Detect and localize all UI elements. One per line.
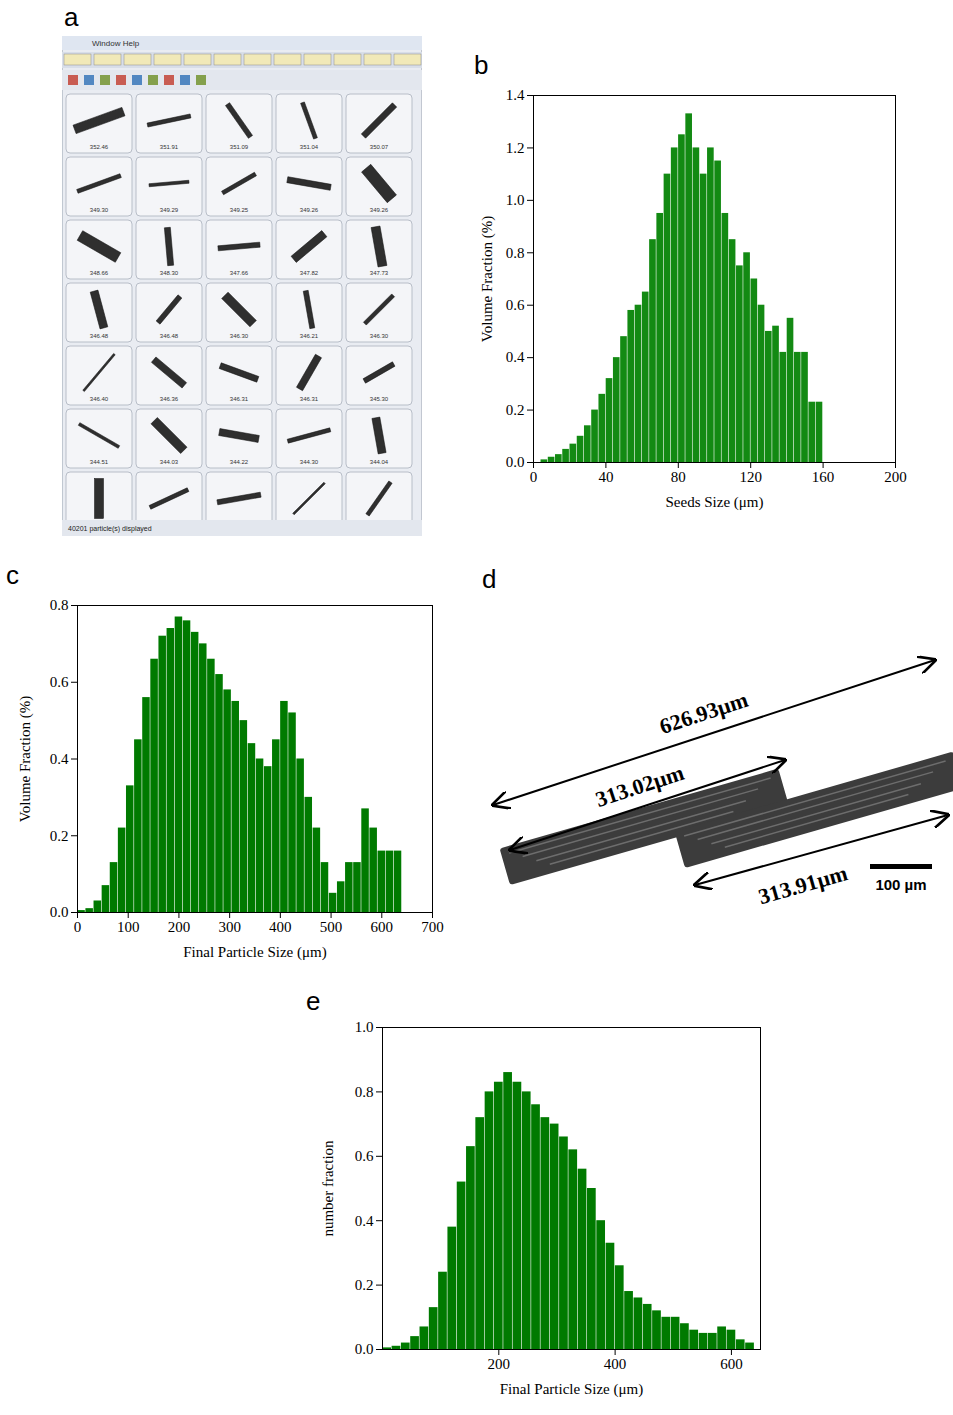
- svg-text:349.25: 349.25: [230, 207, 249, 213]
- svg-text:346.36: 346.36: [160, 396, 179, 402]
- svg-text:Volume Fraction (%): Volume Fraction (%): [17, 696, 34, 822]
- svg-text:349.26: 349.26: [300, 207, 319, 213]
- svg-text:346.48: 346.48: [90, 333, 109, 339]
- svg-text:300: 300: [218, 919, 241, 935]
- svg-text:347.73: 347.73: [370, 270, 389, 276]
- svg-text:346.40: 346.40: [90, 396, 109, 402]
- svg-text:0: 0: [74, 919, 82, 935]
- svg-text:600: 600: [720, 1356, 743, 1372]
- svg-text:700: 700: [421, 919, 444, 935]
- svg-text:351.04: 351.04: [300, 144, 319, 150]
- svg-text:0.0: 0.0: [355, 1341, 374, 1357]
- svg-text:347.82: 347.82: [300, 270, 319, 276]
- svg-text:0.0: 0.0: [506, 454, 525, 470]
- svg-text:626.93µm: 626.93µm: [656, 687, 751, 739]
- svg-text:1.0: 1.0: [355, 1019, 374, 1035]
- svg-text:Final Particle Size (μm): Final Particle Size (μm): [500, 1381, 643, 1398]
- svg-text:0.6: 0.6: [355, 1148, 374, 1164]
- svg-text:0.4: 0.4: [50, 751, 69, 767]
- svg-text:346.48: 346.48: [160, 333, 179, 339]
- svg-text:346.21: 346.21: [300, 333, 319, 339]
- svg-text:0.6: 0.6: [50, 674, 69, 690]
- svg-text:Volume Fraction (%): Volume Fraction (%): [479, 216, 496, 342]
- html-text:d: d: [482, 564, 497, 594]
- svg-text:0.0: 0.0: [50, 904, 69, 920]
- svg-text:349.26: 349.26: [370, 207, 389, 213]
- svg-text:0.2: 0.2: [355, 1277, 374, 1293]
- svg-text:350.07: 350.07: [370, 144, 389, 150]
- svg-text:351.91: 351.91: [160, 144, 179, 150]
- html-text:e: e: [306, 986, 321, 1016]
- svg-text:0.2: 0.2: [50, 828, 69, 844]
- svg-text:500: 500: [320, 919, 343, 935]
- svg-text:Final Particle Size (μm): Final Particle Size (μm): [183, 944, 326, 961]
- svg-text:0.4: 0.4: [355, 1213, 374, 1229]
- svg-text:40: 40: [598, 469, 613, 485]
- svg-text:344.04: 344.04: [370, 459, 389, 465]
- svg-text:344.22: 344.22: [230, 459, 249, 465]
- svg-text:1.0: 1.0: [506, 192, 525, 208]
- svg-text:200: 200: [168, 919, 191, 935]
- svg-text:346.31: 346.31: [230, 396, 249, 402]
- svg-text:313.02µm: 313.02µm: [592, 760, 687, 812]
- svg-text:400: 400: [604, 1356, 627, 1372]
- svg-text:Seeds Size (μm): Seeds Size (μm): [665, 494, 763, 511]
- svg-text:160: 160: [812, 469, 835, 485]
- svg-text:0.8: 0.8: [50, 597, 69, 613]
- html-text:c: c: [6, 560, 19, 590]
- svg-text:0.8: 0.8: [355, 1084, 374, 1100]
- svg-text:40201 particle(s) displayed: 40201 particle(s) displayed: [68, 525, 152, 533]
- svg-text:1.4: 1.4: [506, 87, 525, 103]
- html-text:b: b: [474, 50, 489, 80]
- svg-text:344.30: 344.30: [300, 459, 319, 465]
- svg-text:0: 0: [530, 469, 538, 485]
- svg-text:313.91µm: 313.91µm: [756, 860, 851, 909]
- svg-text:352.46: 352.46: [90, 144, 109, 150]
- svg-text:1.2: 1.2: [506, 140, 525, 156]
- svg-text:Window Help: Window Help: [92, 39, 140, 48]
- svg-text:400: 400: [269, 919, 292, 935]
- svg-text:344.03: 344.03: [160, 459, 179, 465]
- svg-text:346.31: 346.31: [300, 396, 319, 402]
- svg-text:600: 600: [371, 919, 394, 935]
- svg-text:0.2: 0.2: [506, 402, 525, 418]
- svg-text:351.09: 351.09: [230, 144, 249, 150]
- svg-text:349.29: 349.29: [160, 207, 179, 213]
- svg-text:345.30: 345.30: [370, 396, 389, 402]
- svg-text:100: 100: [117, 919, 140, 935]
- svg-text:348.66: 348.66: [90, 270, 109, 276]
- svg-text:344.51: 344.51: [90, 459, 109, 465]
- svg-text:200: 200: [488, 1356, 511, 1372]
- svg-text:348.30: 348.30: [160, 270, 179, 276]
- svg-text:0.6: 0.6: [506, 297, 525, 313]
- svg-text:346.30: 346.30: [370, 333, 389, 339]
- svg-text:346.30: 346.30: [230, 333, 249, 339]
- svg-text:0.8: 0.8: [506, 245, 525, 261]
- svg-text:80: 80: [671, 469, 686, 485]
- html-text:a: a: [64, 2, 79, 32]
- svg-text:347.66: 347.66: [230, 270, 249, 276]
- svg-text:0.4: 0.4: [506, 349, 525, 365]
- svg-text:number fraction: number fraction: [320, 1140, 336, 1237]
- svg-text:349.30: 349.30: [90, 207, 109, 213]
- svg-text:120: 120: [739, 469, 762, 485]
- svg-text:100 µm: 100 µm: [875, 876, 926, 893]
- svg-text:200: 200: [884, 469, 907, 485]
